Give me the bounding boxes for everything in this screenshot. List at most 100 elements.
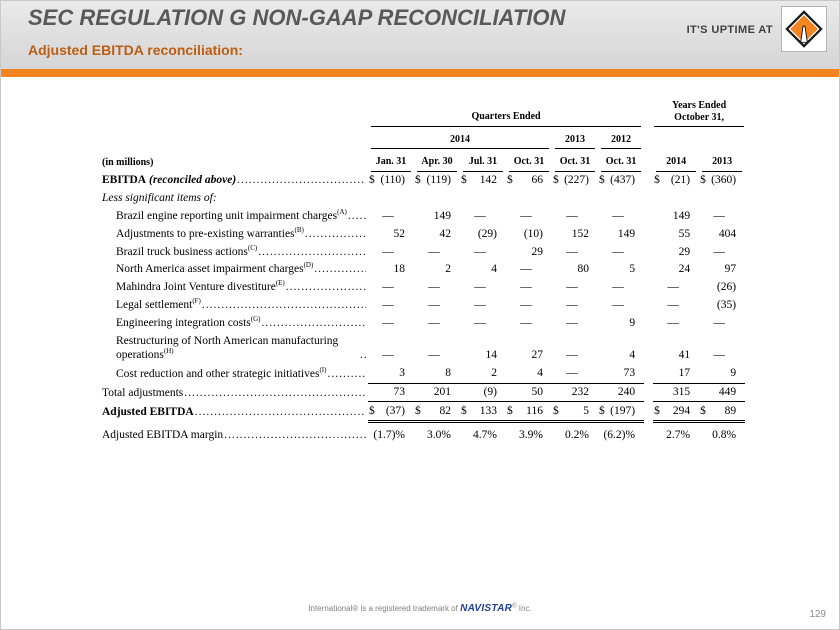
value-cell: —	[460, 279, 506, 297]
column-header: 2014	[653, 149, 699, 172]
value-cell-inner: —	[460, 209, 506, 223]
value-cell-inner: —	[368, 245, 414, 259]
value-cell-inner: 149	[653, 209, 699, 223]
value-cell: (26)	[699, 279, 745, 297]
value-cell-inner: —	[699, 209, 745, 223]
gap-cell	[644, 172, 653, 190]
year-group-label: 2012	[601, 134, 642, 149]
gap-cell	[644, 207, 653, 225]
value-cell: —	[506, 207, 552, 225]
value-text: —	[520, 299, 532, 312]
dot-leader: ........................................…	[327, 367, 366, 380]
value-cell-inner: —	[598, 209, 644, 223]
value-cell: 3	[368, 364, 414, 384]
row-label-text: Less significant items of:	[102, 191, 217, 204]
dollar-sign: $	[599, 404, 605, 417]
header-row-years: 2014 2013 2012	[102, 127, 745, 150]
value-text: 294	[672, 404, 691, 417]
value-cell: —	[653, 315, 699, 333]
dollar-sign: $	[700, 404, 706, 417]
value-cell-inner: 17	[653, 366, 699, 380]
value-text: —	[474, 317, 486, 329]
value-cell: 4.7%	[460, 422, 506, 445]
table-row: Brazil truck business actions(C)........…	[102, 243, 745, 261]
column-header-label: Apr. 30	[417, 156, 457, 172]
header-row-groups: Quarters Ended Years Ended October 31,	[102, 98, 745, 127]
dollar-sign: $	[507, 174, 513, 186]
value-text: 232	[571, 386, 589, 398]
value-cell-inner: $ (360)	[699, 173, 745, 187]
value-cell-inner: $ (21)	[653, 173, 699, 187]
value-cell: 52	[368, 225, 414, 243]
value-cell-inner: $133	[460, 404, 506, 418]
value-cell-inner: 4	[598, 348, 644, 362]
footnote-marker: (F)	[192, 297, 201, 306]
column-header: Oct. 31	[506, 149, 552, 172]
table-row: Adjusted EBITDA.........................…	[102, 401, 746, 424]
value-text: (6.2)%	[603, 429, 636, 442]
row-label: Restructuring of North American manufact…	[102, 332, 368, 364]
row-label: Brazil truck business actions(C)........…	[102, 243, 368, 261]
dollar-sign: $	[654, 174, 660, 186]
value-cell-inner: —	[368, 298, 414, 312]
value-text: 80	[577, 263, 590, 276]
gap-cell	[644, 127, 653, 150]
year-group-header: 2014	[368, 127, 552, 149]
value-cell-inner: 149	[414, 209, 460, 223]
value-cell: —	[368, 243, 414, 261]
value-cell-inner: 24	[653, 262, 699, 276]
value-cell: 80	[552, 261, 598, 279]
diamond-road-icon	[785, 10, 823, 48]
value-cell: 149	[598, 225, 644, 243]
page-title: SEC REGULATION G NON-GAAP RECONCILIATION	[28, 5, 566, 30]
gap-cell	[644, 365, 653, 383]
value-cell: 3.9%	[506, 422, 552, 445]
value-text: —	[520, 263, 532, 276]
value-cell: $142	[460, 172, 506, 190]
row-label-text: Restructuring of North American manufact…	[116, 334, 339, 362]
value-cell: 29	[506, 243, 552, 261]
value-cell: 4	[506, 364, 552, 384]
value-text: (10)	[523, 227, 543, 240]
value-text: 17	[678, 367, 691, 380]
value-cell: 0.8%	[699, 422, 745, 445]
value-cell-inner: 8	[414, 366, 460, 380]
column-header: Apr. 30	[414, 149, 460, 172]
value-cell-inner: $89	[699, 404, 745, 418]
dot-leader: ........................................…	[304, 227, 366, 240]
value-cell-inner: —	[414, 280, 460, 294]
table-row: Engineering integration costs(G)........…	[102, 315, 745, 333]
value-cell: —	[552, 332, 598, 364]
year-group-header: 2012	[598, 127, 644, 149]
value-cell-inner: $ (197)	[598, 404, 644, 418]
years-ended-header: Years Ended October 31,	[653, 98, 745, 127]
row-label-text: Adjusted EBITDA	[102, 406, 194, 419]
value-cell: —	[506, 297, 552, 315]
value-cell: —	[368, 279, 414, 297]
value-cell: —	[460, 207, 506, 225]
column-header: Oct. 31	[552, 149, 598, 172]
value-cell: 41	[653, 332, 699, 364]
value-text: 152	[571, 227, 589, 240]
value-text: —	[566, 317, 578, 329]
spacer-cell	[653, 127, 745, 150]
value-cell-inner: —	[414, 316, 460, 330]
value-text: —	[474, 281, 486, 294]
value-text: 8	[445, 367, 451, 380]
value-cell: $294	[653, 401, 700, 424]
value-cell-inner: $ (37)	[368, 404, 414, 418]
value-cell-inner: 9	[598, 316, 644, 330]
dot-leader: ........................................…	[224, 429, 366, 442]
dot-leader: ........................................…	[237, 174, 366, 186]
value-text: —	[566, 299, 578, 312]
row-label: Adjusted EBITDA margin..................…	[102, 422, 368, 445]
table-row: North America asset impairment charges(D…	[102, 261, 745, 279]
value-text: 9	[629, 317, 636, 329]
value-text: 73	[623, 367, 636, 380]
gap-cell	[644, 225, 653, 243]
value-cell: —	[699, 207, 745, 225]
value-text: 4	[537, 367, 543, 380]
value-cell: —	[552, 297, 598, 315]
value-text: 404	[718, 227, 737, 240]
